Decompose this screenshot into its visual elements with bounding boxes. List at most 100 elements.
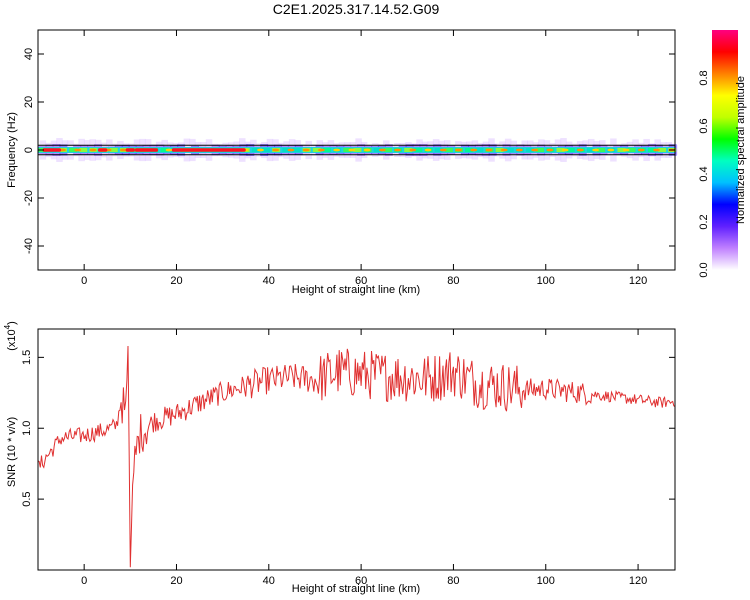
spectrogram-peak — [272, 148, 280, 152]
spectrogram-cell — [160, 148, 169, 152]
spectrogram-cell — [597, 148, 606, 152]
spectrogram-y-tick-label: -40 — [23, 238, 35, 254]
spectrogram-peak — [394, 148, 402, 152]
spectrogram-peak — [256, 148, 264, 152]
snr-x-tick-label: 0 — [81, 575, 87, 587]
spectrogram-cell — [69, 148, 78, 152]
spectrogram-peak — [89, 148, 97, 152]
spectrogram-x-tick-label: 120 — [629, 275, 647, 287]
colorbar-gradient — [712, 30, 738, 270]
spectrogram-peak — [576, 148, 584, 152]
spectrogram-y-tick-label: 40 — [23, 48, 35, 60]
spectrogram-cell — [414, 148, 423, 152]
spectrogram-y-tick-label: -20 — [23, 190, 35, 206]
spectrogram-cell — [383, 148, 392, 152]
spectrogram-cell — [647, 148, 656, 152]
spectrogram-cell — [505, 148, 514, 152]
colorbar-tick-label: 0.6 — [698, 118, 710, 133]
spectrogram-peak — [302, 148, 310, 152]
spectrogram-peak — [317, 148, 325, 152]
spectrogram-peak — [470, 148, 478, 152]
spectrogram-hot-segment — [42, 148, 62, 152]
spectrogram-peak — [424, 148, 432, 152]
snr-x-tick-label: 20 — [170, 575, 182, 587]
spectrogram-peak — [378, 148, 386, 152]
colorbar-label: Normalized spectral amplitude — [735, 76, 747, 224]
snr-x-tick-label: 40 — [263, 575, 275, 587]
spectrogram-x-tick-label: 80 — [447, 275, 459, 287]
colorbar-tick-label: 0.2 — [698, 214, 710, 229]
spectrogram-x-label: Height of straight line (km) — [292, 284, 420, 296]
spectrogram-y-ticks: -40 -20 0 20 40 — [23, 48, 675, 254]
snr-line — [37, 345, 676, 568]
spectrogram-cell — [262, 148, 271, 152]
snr-content — [37, 345, 676, 568]
spectrogram-hot-segment — [125, 148, 135, 152]
spectrogram-cell — [312, 148, 321, 152]
spectrogram-cell — [434, 148, 443, 152]
spectrogram-y-tick-label: 20 — [23, 96, 35, 108]
colorbar-tick-label: 0.4 — [698, 166, 710, 181]
spectrogram-cell — [292, 148, 301, 152]
spectrogram-cell — [566, 148, 575, 152]
spectrogram-peak — [485, 148, 493, 152]
spectrogram-cell — [556, 148, 565, 152]
spectrogram-hot-segment — [98, 148, 108, 152]
spectrogram-peak — [287, 148, 295, 152]
spectrogram-hot-segment — [171, 148, 246, 152]
spectrogram-cell — [353, 148, 362, 152]
snr-multiplier-close: ) — [6, 321, 18, 325]
spectrogram-peak — [561, 148, 569, 152]
spectrogram-cell — [322, 148, 331, 152]
spectrogram-panel: 0 20 40 60 80 100 120 -40 -20 0 20 40 Height of st… — [6, 29, 678, 296]
snr-x-tick-label: 80 — [447, 575, 459, 587]
spectrogram-cell — [79, 148, 88, 152]
spectrogram-cell — [251, 148, 260, 152]
spectrogram-peak — [653, 148, 661, 152]
spectrogram-x-tick-label: 40 — [263, 275, 275, 287]
spectrogram-cell — [627, 148, 636, 152]
colorbar-tick-label: 0.8 — [698, 70, 710, 85]
snr-multiplier-exp: 4 — [3, 324, 12, 329]
snr-x-tick-label: 120 — [629, 575, 647, 587]
spectrogram-peak — [333, 148, 341, 152]
spectrogram-x-tick-label: 100 — [537, 275, 555, 287]
spectrogram-cell — [475, 148, 484, 152]
spectrogram-cell — [586, 148, 595, 152]
spectrogram-peak — [363, 148, 371, 152]
snr-y-label: SNR (10 * v/v) — [6, 417, 18, 487]
spectrogram-peak — [607, 148, 615, 152]
spectrogram-cell — [617, 148, 626, 152]
spectrogram-peak — [592, 148, 600, 152]
snr-x-label: Height of straight line (km) — [292, 583, 420, 595]
spectrogram-x-tick-label: 20 — [170, 275, 182, 287]
spectrogram-cell — [109, 148, 118, 152]
spectrogram-cell — [373, 148, 382, 152]
spectrogram-cell — [536, 148, 545, 152]
snr-x-ticks: 0 20 40 60 80 100 120 — [81, 329, 647, 587]
spectrogram-peak — [439, 148, 447, 152]
spectrogram-peak — [348, 148, 356, 152]
spectrogram-peak — [637, 148, 645, 152]
spectrogram-x-tick-label: 60 — [355, 275, 367, 287]
snr-x-tick-label: 100 — [537, 575, 555, 587]
spectrogram-cell — [404, 148, 413, 152]
snr-x-tick-label: 60 — [355, 575, 367, 587]
snr-y-tick-label: 1.5 — [21, 350, 33, 365]
snr-plot-area — [38, 329, 675, 570]
spectrogram-peak — [119, 148, 127, 152]
spectrogram-cell — [282, 148, 291, 152]
spectrogram-cell — [526, 148, 535, 152]
spectrogram-cell — [495, 148, 504, 152]
snr-panel: 0 20 40 60 80 100 120 0.5 1.0 1.5 Height of stra… — [3, 321, 676, 595]
spectrogram-peak — [165, 148, 173, 152]
snr-y-ticks: 0.5 1.0 1.5 — [21, 350, 675, 507]
spectrogram-cell — [465, 148, 474, 152]
colorbar: 0.0 0.2 0.4 0.6 0.8 Normalized spectral ampl… — [698, 30, 747, 278]
colorbar-tick-label: 0.0 — [698, 262, 710, 277]
spectrogram-cell — [444, 148, 453, 152]
spectrogram-cell — [343, 148, 352, 152]
spectrogram-peak — [622, 148, 630, 152]
spectrogram-peak — [74, 148, 82, 152]
spectrogram-peak — [531, 148, 539, 152]
